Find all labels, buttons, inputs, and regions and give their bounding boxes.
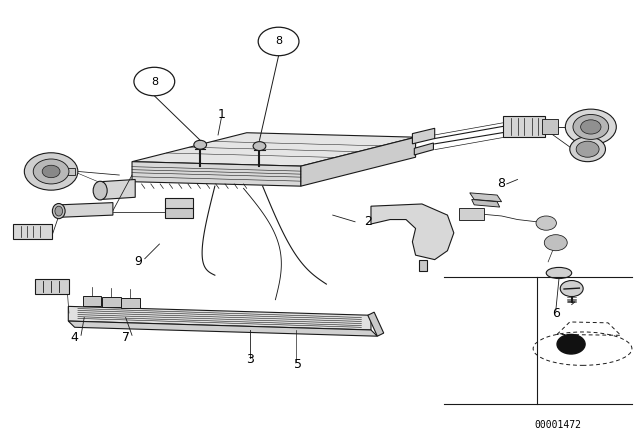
Polygon shape: [100, 180, 135, 199]
FancyBboxPatch shape: [164, 198, 193, 209]
Ellipse shape: [55, 206, 63, 216]
Text: 2: 2: [364, 215, 372, 228]
Circle shape: [24, 153, 78, 190]
Text: 3: 3: [246, 353, 254, 366]
FancyBboxPatch shape: [61, 168, 75, 175]
Circle shape: [194, 140, 207, 149]
Polygon shape: [368, 312, 384, 336]
Text: 8: 8: [275, 36, 282, 47]
Text: 4: 4: [71, 331, 79, 344]
Text: 8: 8: [151, 77, 158, 86]
Polygon shape: [68, 306, 371, 330]
FancyBboxPatch shape: [541, 119, 558, 134]
Text: 9: 9: [134, 255, 142, 268]
Polygon shape: [132, 133, 415, 166]
Circle shape: [544, 235, 567, 251]
Circle shape: [565, 109, 616, 145]
Ellipse shape: [546, 267, 572, 279]
Circle shape: [33, 159, 69, 184]
Circle shape: [536, 216, 556, 230]
Text: 5: 5: [294, 358, 301, 371]
Circle shape: [576, 141, 599, 157]
Polygon shape: [301, 137, 415, 186]
Circle shape: [573, 115, 609, 139]
Polygon shape: [472, 199, 500, 207]
Text: 6: 6: [552, 306, 560, 319]
Text: 1: 1: [218, 108, 225, 121]
Polygon shape: [59, 202, 113, 217]
Circle shape: [560, 280, 583, 297]
Circle shape: [42, 165, 60, 178]
FancyBboxPatch shape: [35, 279, 69, 294]
Polygon shape: [470, 193, 502, 202]
FancyBboxPatch shape: [164, 208, 193, 218]
FancyBboxPatch shape: [503, 116, 545, 137]
Text: 8: 8: [498, 177, 506, 190]
FancyBboxPatch shape: [459, 207, 484, 220]
Circle shape: [253, 142, 266, 151]
Text: 00001472: 00001472: [534, 420, 581, 430]
Circle shape: [557, 334, 585, 354]
Polygon shape: [68, 321, 378, 336]
FancyBboxPatch shape: [13, 224, 52, 239]
Circle shape: [258, 27, 299, 56]
Polygon shape: [132, 162, 301, 186]
FancyBboxPatch shape: [121, 298, 140, 308]
Text: 7: 7: [122, 331, 130, 344]
Circle shape: [580, 120, 601, 134]
Polygon shape: [371, 204, 454, 260]
FancyBboxPatch shape: [102, 297, 120, 307]
Polygon shape: [412, 128, 435, 144]
Polygon shape: [414, 143, 433, 155]
Ellipse shape: [52, 203, 65, 219]
FancyBboxPatch shape: [83, 296, 101, 306]
Circle shape: [134, 67, 175, 96]
Polygon shape: [419, 260, 427, 271]
Ellipse shape: [93, 181, 107, 200]
Circle shape: [570, 137, 605, 162]
